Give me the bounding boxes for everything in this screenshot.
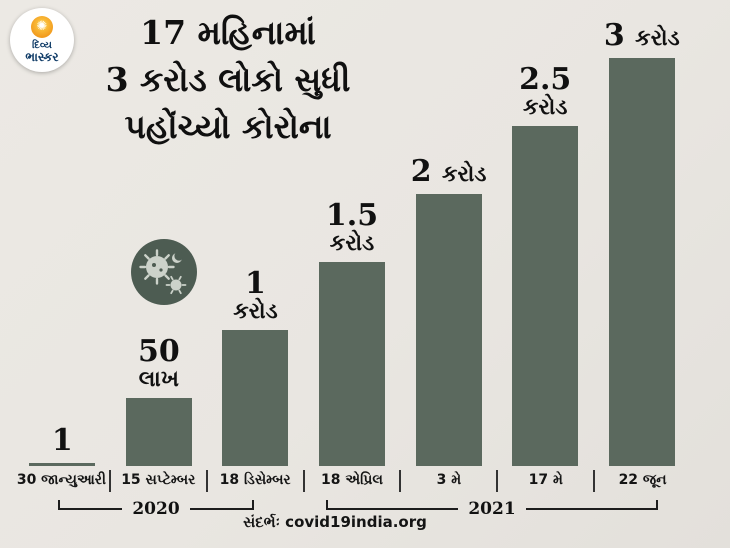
brand-name-line1: દિવ્ય <box>32 39 52 51</box>
x-axis: 30 જાન્યુઆરી 15 સપ્ટેમ્બર 18 ડિસેમ્બર 18 એપ… <box>14 470 690 492</box>
title-line-2: 3 કરોડ લોકો સુધી <box>105 59 351 99</box>
bar-column: 2 કરોડ <box>400 153 497 466</box>
bracket-line <box>525 500 659 510</box>
year-label-2020: 2020 <box>132 499 180 519</box>
bar-column: 50 લાખ <box>111 333 208 466</box>
bar <box>222 330 289 466</box>
bar-chart: 1 50 લાખ 1 કરોડ 1.5 કરોડ 2 કરોડ 2.5 કરોડ 3 કરોડ <box>14 17 690 466</box>
source-text: સંદર્ભઃ covid19india.org <box>243 513 427 531</box>
bar <box>415 194 482 466</box>
year-label-2021: 2021 <box>468 499 516 519</box>
bar <box>125 398 192 466</box>
virus-icon <box>130 238 198 306</box>
title-line-3: પહોંચ્યો કોરોના <box>124 106 332 146</box>
bar-value-label: 1 કરોડ <box>233 265 278 325</box>
bar <box>512 126 579 466</box>
axis-label: 18 એપ્રિલ <box>302 470 400 492</box>
bar-column: 1 કરોડ <box>207 265 304 466</box>
bar-value-label: 50 લાખ <box>137 333 180 393</box>
bar <box>319 262 386 466</box>
bar-value-label: 3 કરોડ <box>603 17 680 53</box>
bar-value-label: 1.5 કરોડ <box>325 197 379 257</box>
bar-value-label: 1 <box>51 422 73 458</box>
bar <box>608 58 675 466</box>
bracket-line <box>58 500 123 510</box>
brand-logo: ✺ દિવ્ય ભાસ્કર <box>10 8 74 72</box>
axis-label: 3 મે <box>399 470 496 492</box>
axis-label: 15 સપ્ટેમ્બર <box>108 470 206 492</box>
brand-name-line2: ભાસ્કર <box>25 50 59 65</box>
bar <box>29 463 96 466</box>
page-title: 17 મહિનામાં 3 કરોડ લોકો સુધી પહોંચ્યો કો… <box>78 10 378 151</box>
bracket-line <box>326 500 459 510</box>
bar-column: 3 કરોડ <box>593 17 690 466</box>
bar-value-label: 2.5 કરોડ <box>519 61 572 121</box>
year-bracket-2021: 2021 <box>326 499 659 519</box>
axis-label: 30 જાન્યુઆરી <box>16 472 107 488</box>
sun-icon: ✺ <box>31 15 53 38</box>
axis-label: 18 ડિસેમ્બર <box>205 470 303 492</box>
axis-label: 22 જૂન <box>593 470 690 492</box>
bar-column: 1 <box>14 422 111 466</box>
year-bracket-2020: 2020 <box>58 499 255 519</box>
bracket-line <box>189 500 255 510</box>
title-line-1: 17 મહિનામાં <box>140 13 316 52</box>
bar-column: 2.5 કરોડ <box>497 61 594 466</box>
axis-label: 17 મે <box>496 470 593 492</box>
bar-value-label: 2 કરોડ <box>410 153 487 189</box>
bar-column: 1.5 કરોડ <box>304 197 401 466</box>
